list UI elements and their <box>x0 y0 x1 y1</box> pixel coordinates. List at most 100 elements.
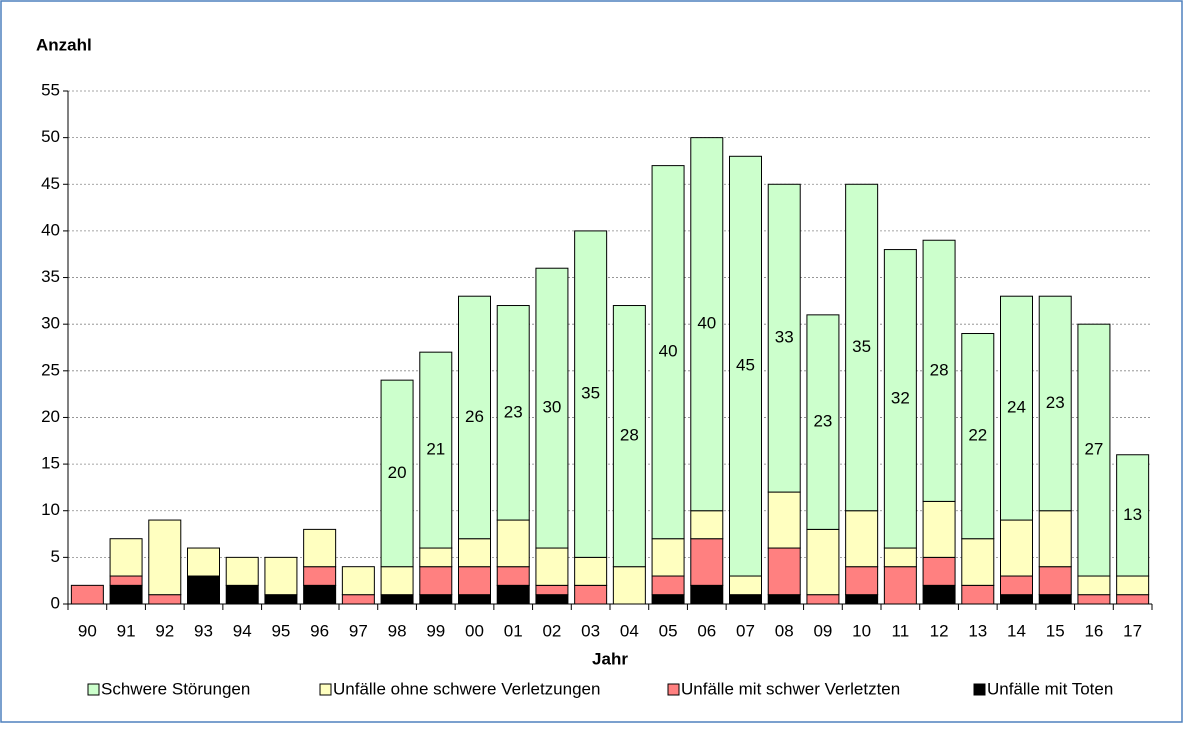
bar-segment <box>1000 575 1033 596</box>
bar-segment <box>961 584 995 605</box>
bar-segment <box>419 547 453 568</box>
bar-segment <box>380 379 414 568</box>
legend-swatch <box>87 683 100 696</box>
bar-segment <box>109 538 143 577</box>
x-tick-label: 96 <box>310 621 329 640</box>
data-label: 23 <box>1046 393 1065 412</box>
bar-segment <box>1000 594 1033 605</box>
x-tick-label: 16 <box>1084 621 1103 640</box>
bar-segment <box>845 510 879 568</box>
x-tick-label: 97 <box>349 621 368 640</box>
x-tick-label: 12 <box>930 621 949 640</box>
data-label: 20 <box>388 463 407 482</box>
x-axis-label: Jahr <box>592 649 628 668</box>
data-label: 28 <box>620 426 639 445</box>
bar-segment <box>767 594 801 605</box>
bar-segment <box>535 267 569 549</box>
bar-segment <box>187 575 220 605</box>
x-tick-label: 93 <box>194 621 213 640</box>
bar-segment <box>303 528 337 568</box>
bar-segment <box>496 584 530 605</box>
x-tick-label: 07 <box>736 621 755 640</box>
x-tick-label: 94 <box>233 621 252 640</box>
bar-segment <box>458 594 491 605</box>
bar-segment <box>1000 519 1033 577</box>
y-tick-label: 0 <box>51 593 60 612</box>
data-label: 22 <box>968 426 987 445</box>
data-label: 40 <box>659 342 678 361</box>
bar-segment <box>845 183 879 512</box>
bar-segment <box>496 519 530 568</box>
bar-segment <box>1000 295 1033 521</box>
data-label: 26 <box>465 407 484 426</box>
data-label: 13 <box>1123 505 1142 524</box>
data-label: 45 <box>736 356 755 375</box>
legend-label: Unfälle ohne schwere Verletzungen <box>333 679 600 698</box>
bar-segment <box>341 594 375 605</box>
bar-segment <box>729 155 762 577</box>
bar-segment <box>806 314 840 530</box>
bar-segment <box>690 584 724 605</box>
y-tick-label: 35 <box>41 267 60 286</box>
bar-segment <box>303 584 337 605</box>
bar-segment <box>922 584 956 605</box>
bar-segment <box>651 538 685 577</box>
data-label: 35 <box>581 384 600 403</box>
bar-segment <box>225 584 259 605</box>
bar-segment <box>1038 566 1072 596</box>
bar-segment <box>690 510 724 540</box>
y-tick-label: 15 <box>41 454 60 473</box>
bar-segment <box>1038 510 1072 568</box>
bar-segment <box>458 295 491 540</box>
legend-label: Schwere Störungen <box>101 679 250 698</box>
bar-segment <box>651 594 685 605</box>
y-tick-label: 20 <box>41 407 60 426</box>
bar-segment <box>380 566 414 596</box>
x-tick-label: 92 <box>155 621 174 640</box>
x-tick-label: 15 <box>1046 621 1065 640</box>
bar-segment <box>806 594 840 605</box>
x-tick-label: 17 <box>1123 621 1142 640</box>
y-tick-label: 5 <box>51 547 60 566</box>
bar-segment <box>70 584 104 605</box>
y-tick-label: 40 <box>41 220 60 239</box>
bar-segment <box>109 584 143 605</box>
bar-segment <box>883 249 917 549</box>
data-label: 28 <box>930 360 949 379</box>
bar-segment <box>961 333 995 540</box>
x-tick-label: 02 <box>542 621 561 640</box>
y-tick-label: 55 <box>41 80 60 99</box>
bar-segment <box>187 547 220 577</box>
y-tick-label: 50 <box>41 127 60 146</box>
bar-segment <box>264 594 298 605</box>
bar-segment <box>535 594 569 605</box>
data-label: 35 <box>852 337 871 356</box>
bar-segment <box>651 165 685 540</box>
bar-segment <box>419 594 453 605</box>
bar-segment <box>1038 594 1072 605</box>
legend-swatch <box>973 683 986 696</box>
x-tick-label: 98 <box>388 621 407 640</box>
bar-segment <box>574 230 608 558</box>
x-tick-label: 99 <box>426 621 445 640</box>
data-label: 23 <box>504 402 523 421</box>
x-tick-label: 00 <box>465 621 484 640</box>
x-tick-label: 04 <box>620 621 639 640</box>
bar-segment <box>729 575 762 596</box>
bar-segment <box>419 566 453 596</box>
bar-segment <box>574 584 608 605</box>
bar-segment <box>806 528 840 596</box>
bar-segment <box>535 584 569 596</box>
bar-segment <box>651 575 685 596</box>
bar-segment <box>264 556 298 596</box>
y-tick-label: 45 <box>41 174 60 193</box>
data-label: 23 <box>813 412 832 431</box>
bar-segment <box>1077 575 1111 596</box>
bar-segment <box>574 556 608 586</box>
bar-segment <box>109 575 143 586</box>
bar-segment <box>419 351 453 549</box>
x-tick-label: 95 <box>271 621 290 640</box>
bar-segment <box>767 491 801 549</box>
y-tick-label: 10 <box>41 500 60 519</box>
